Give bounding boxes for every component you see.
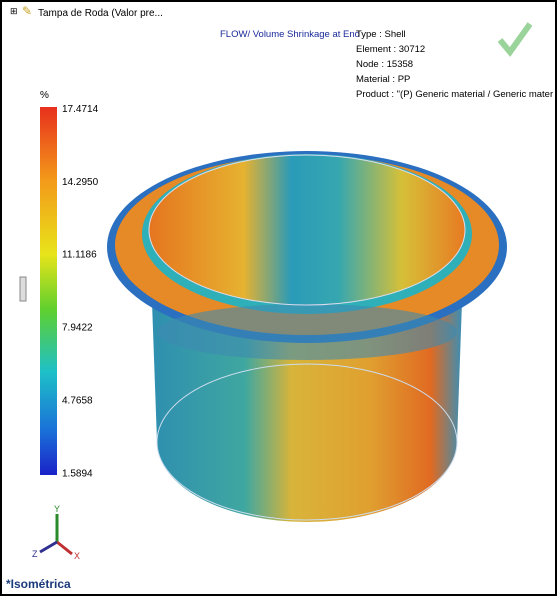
axis-x-label: X: [74, 551, 80, 561]
legend-label: 11.1186: [62, 250, 97, 261]
legend-label: 7.9422: [62, 323, 93, 334]
info-line: Product : "(P) Generic material / Generi…: [356, 89, 553, 100]
info-line: Type : Shell: [356, 29, 406, 40]
tree-item[interactable]: Tampa de Roda (Valor pre...: [38, 8, 163, 19]
part-icon: ✎: [22, 4, 32, 18]
interior-floor: [157, 304, 457, 360]
panel-handle[interactable]: [20, 277, 26, 301]
info-line: Element : 30712: [356, 44, 425, 55]
info-line: Material : PP: [356, 74, 410, 85]
scene: ⊞ ✎ Tampa de Roda (Valor pre... FLOW/ Vo…: [2, 2, 555, 594]
axis-z: [40, 542, 57, 552]
legend-unit: %: [40, 90, 49, 101]
legend-label: 14.2950: [62, 177, 99, 188]
axis-z-label: Z: [32, 549, 38, 559]
confirm-check[interactable]: [500, 24, 530, 52]
part-interior: [149, 155, 465, 305]
expand-icon[interactable]: ⊞: [10, 6, 18, 16]
view-name: *Isométrica: [6, 577, 71, 591]
legend-label: 1.5894: [62, 468, 93, 479]
axis-y-label: Y: [54, 504, 60, 514]
color-bar: [40, 107, 57, 475]
viewport: ⊞ ✎ Tampa de Roda (Valor pre... FLOW/ Vo…: [0, 0, 557, 596]
plot-title: FLOW/ Volume Shrinkage at End: [220, 29, 360, 40]
legend-label: 4.7658: [62, 395, 93, 406]
axis-x: [57, 542, 72, 554]
info-line: Node : 15358: [356, 59, 413, 70]
legend-label: 17.4714: [62, 104, 99, 115]
